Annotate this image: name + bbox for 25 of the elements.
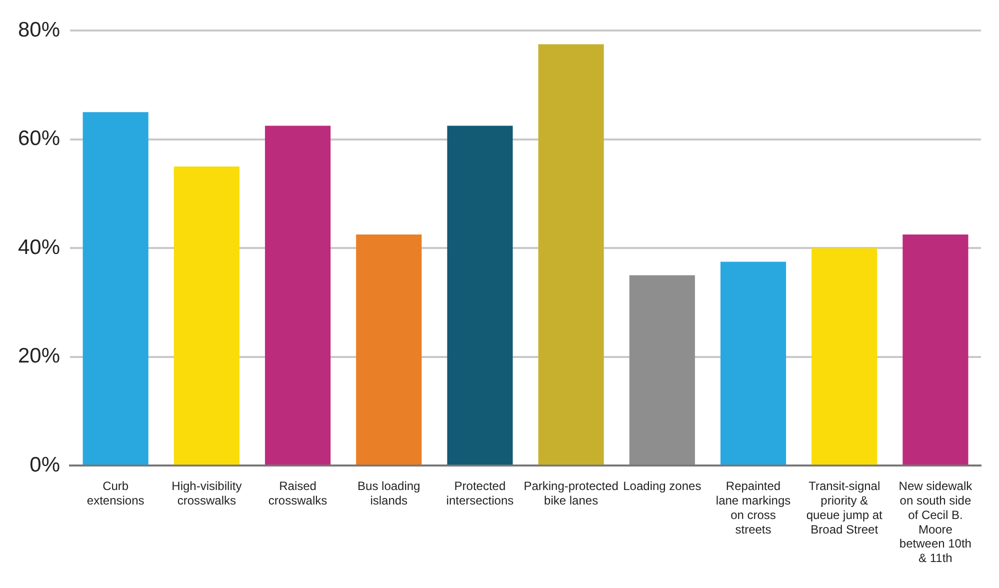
x-tick-label: Protected intersections bbox=[446, 479, 514, 508]
y-tick-label: 20% bbox=[18, 344, 60, 368]
x-tick-label: Raised crosswalks bbox=[268, 479, 328, 508]
y-tick-label: 0% bbox=[30, 453, 60, 476]
y-tick-label: 40% bbox=[18, 236, 60, 259]
x-tick-label: Transit-signal priority & queue jump at Broad Street bbox=[806, 479, 884, 536]
bar bbox=[812, 248, 878, 465]
x-tick-label: Bus loading islands bbox=[358, 479, 420, 508]
x-tick-label: Curb extensions bbox=[86, 479, 144, 508]
y-tick-label: 80% bbox=[18, 18, 60, 42]
bar bbox=[174, 166, 240, 465]
bar bbox=[720, 262, 786, 465]
bar bbox=[538, 44, 604, 465]
x-tick-label: Repainted lane markings on cross streets bbox=[716, 479, 791, 536]
y-tick-label: 60% bbox=[18, 127, 60, 150]
bar bbox=[264, 126, 331, 465]
bar bbox=[447, 126, 513, 465]
x-tick-label: High-visibility crosswalks bbox=[172, 479, 242, 508]
bar bbox=[902, 234, 968, 465]
bar bbox=[82, 112, 148, 465]
x-tick-label: New sidewalk on south side of Cecil B. Moore between 10th & 11th bbox=[898, 479, 974, 566]
bar bbox=[629, 275, 695, 465]
x-tick-label: Loading zones bbox=[623, 479, 702, 494]
x-tick-label: Parking-protected bike lanes bbox=[524, 479, 618, 508]
bar bbox=[356, 234, 422, 465]
